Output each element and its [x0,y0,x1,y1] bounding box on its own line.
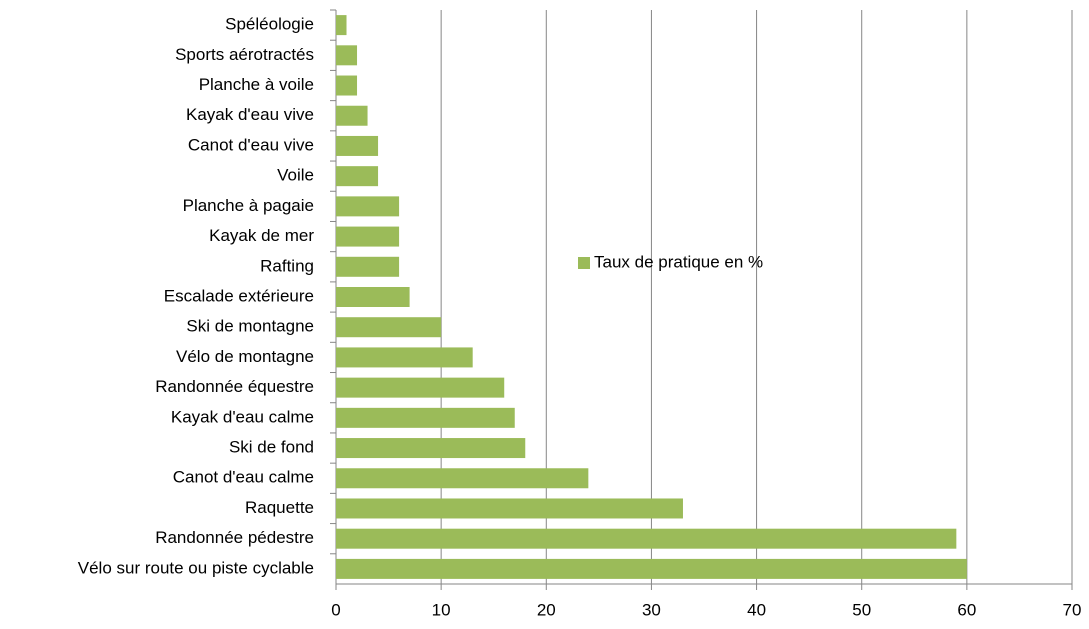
bar [336,75,358,96]
y-tick-label: Canot d'eau vive [188,135,314,154]
y-tick-label: Randonnée équestre [155,377,314,396]
legend-swatch [578,257,590,269]
x-tick-label: 10 [432,600,451,619]
y-tick-label: Kayak d'eau vive [186,105,314,124]
bar [336,528,957,549]
y-tick-label: Ski de montagne [186,317,314,336]
y-tick-label: Sports aérotractés [175,45,314,64]
bar [336,317,442,338]
bar [336,377,505,398]
x-tick-label: 50 [852,600,871,619]
y-tick-label: Vélo de montagne [176,347,314,366]
bar [336,558,967,579]
bar [336,135,379,156]
y-tick-label: Rafting [260,256,314,275]
bar [336,407,515,428]
bar [336,468,589,489]
bar [336,226,400,247]
y-tick-label: Randonnée pédestre [155,528,314,547]
bar [336,105,368,126]
x-tick-label: 20 [537,600,556,619]
y-tick-label: Kayak d'eau calme [171,407,314,426]
bar [336,166,379,187]
x-tick-label: 40 [747,600,766,619]
bar [336,498,683,519]
bar [336,256,400,277]
y-tick-label: Kayak de mer [209,226,314,245]
x-tick-label: 0 [331,600,340,619]
y-tick-label: Ski de fond [229,438,314,457]
y-tick-label: Voile [277,166,314,185]
y-tick-label: Canot d'eau calme [173,468,314,487]
y-tick-label: Spéléologie [225,15,314,34]
y-tick-label: Escalade extérieure [164,286,314,305]
x-tick-label: 30 [642,600,661,619]
y-tick-label: Planche à pagaie [183,196,314,215]
x-tick-label: 70 [1063,600,1082,619]
bar [336,438,526,459]
y-tick-label: Raquette [245,498,314,517]
bar [336,45,358,66]
bar [336,196,400,217]
y-tick-label: Vélo sur route ou piste cyclable [78,558,314,577]
bar [336,15,347,36]
y-tick-label: Planche à voile [199,75,314,94]
legend-label: Taux de pratique en % [594,252,763,271]
bar [336,287,410,307]
x-tick-label: 60 [957,600,976,619]
bar [336,347,473,368]
